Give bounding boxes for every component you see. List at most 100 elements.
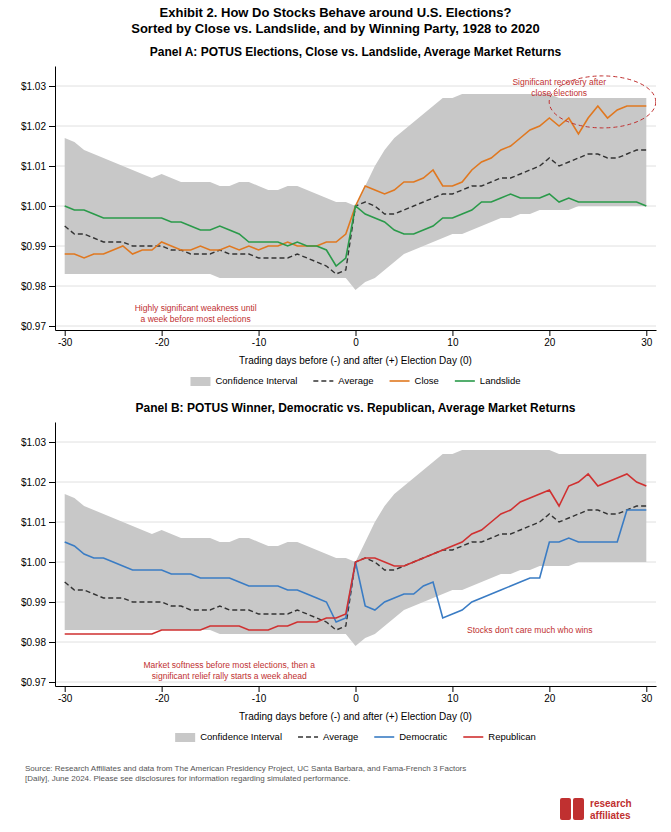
tick-label: $0.99 xyxy=(21,597,46,608)
tick-label: -30 xyxy=(58,337,73,348)
text-line: a week before most elections xyxy=(141,314,251,324)
annotations: Market softness before most elections, t… xyxy=(144,625,593,680)
tick-label: $0.98 xyxy=(21,281,46,292)
tick: $0.97 xyxy=(21,677,55,688)
tick: 0 xyxy=(353,330,359,348)
tick-label: 0 xyxy=(353,693,359,704)
x-axis-label: Trading days before (-) and after (+) El… xyxy=(239,355,472,366)
series-line xyxy=(65,194,647,266)
legend-label: Close xyxy=(415,375,439,386)
tick-mark xyxy=(646,686,647,692)
tick-mark xyxy=(162,686,163,692)
confidence-band xyxy=(65,450,647,646)
axis-line xyxy=(55,423,56,687)
legend-label: Democratic xyxy=(399,731,447,742)
tick: $1.01 xyxy=(21,517,55,528)
tick-mark xyxy=(49,602,55,603)
grid-line xyxy=(55,326,656,327)
tick: -10 xyxy=(252,330,267,348)
tick-label: $1.02 xyxy=(21,477,46,488)
tick: $1.03 xyxy=(21,437,55,448)
legend-swatch xyxy=(374,736,394,738)
tick: $0.97 xyxy=(21,321,55,332)
tick-label: $0.97 xyxy=(21,321,46,332)
tick-label: 30 xyxy=(641,337,653,348)
legend-label: Average xyxy=(338,375,373,386)
legend-item: Landslide xyxy=(455,375,521,386)
text-line: Market softness before most elections, t… xyxy=(144,660,316,670)
tick-label: $0.98 xyxy=(21,637,46,648)
tick: -30 xyxy=(58,330,73,348)
annotation: Market softness before most elections, t… xyxy=(144,660,316,681)
plot-area xyxy=(65,76,656,290)
grid xyxy=(55,442,656,682)
footer: Source: Research Affiliates and data fro… xyxy=(25,764,632,821)
y-axis: $0.97 $0.98 $0.99 $1.00 $1.01 $1.02 $1.03 xyxy=(21,423,56,688)
tick-mark xyxy=(162,330,163,336)
tick: 20 xyxy=(544,686,556,704)
tick-mark xyxy=(49,682,55,683)
tick: $1.02 xyxy=(21,477,55,488)
source-note: Source: Research Affiliates and data fro… xyxy=(25,764,466,783)
tick-mark xyxy=(549,686,550,692)
tick-label: -10 xyxy=(252,337,267,348)
tick-label: $1.00 xyxy=(21,201,46,212)
tick-label: $1.00 xyxy=(21,557,46,568)
tick-label: 20 xyxy=(544,337,556,348)
legend-label: Confidence Interval xyxy=(215,375,297,386)
legend-item: Average xyxy=(298,731,358,742)
legend-label: Average xyxy=(323,731,358,742)
tick-mark xyxy=(49,86,55,87)
tick: 30 xyxy=(641,686,653,704)
tick: -10 xyxy=(252,686,267,704)
tick-mark xyxy=(259,686,260,692)
legend-swatch xyxy=(298,736,318,738)
tick-label: $1.01 xyxy=(21,161,46,172)
tick: $0.98 xyxy=(21,281,55,292)
tick-label: $1.03 xyxy=(21,81,46,92)
y-axis: $0.97 $0.98 $0.99 $1.00 $1.01 $1.02 $1.03 xyxy=(21,67,56,332)
tick-mark xyxy=(356,330,357,336)
tick-mark xyxy=(549,330,550,336)
plot-area xyxy=(65,450,647,646)
legend-label: Landslide xyxy=(480,375,521,386)
tick: -30 xyxy=(58,686,73,704)
tick-mark xyxy=(49,522,55,523)
confidence-band xyxy=(65,94,647,290)
legend-swatch xyxy=(313,380,333,382)
tick: $1.00 xyxy=(21,557,55,568)
grid xyxy=(55,86,656,326)
tick-label: $1.02 xyxy=(21,121,46,132)
legend-swatch xyxy=(175,733,195,742)
text-line: Highly significant weakness until xyxy=(135,303,257,313)
logo-text: research xyxy=(590,798,632,809)
tick-mark xyxy=(49,562,55,563)
series-line xyxy=(65,474,647,634)
x-axis-label: Trading days before (-) and after (+) El… xyxy=(239,711,472,722)
text-line: Stocks don't care much who wins xyxy=(467,625,592,635)
tick-mark xyxy=(49,166,55,167)
annotation: Stocks don't care much who wins xyxy=(467,625,592,635)
series-line xyxy=(65,106,647,258)
tick-mark xyxy=(49,246,55,247)
tick: 10 xyxy=(447,330,459,348)
chart-subtitle: Sorted by Close vs. Landslide, and by Wi… xyxy=(131,21,540,36)
tick-label: $1.03 xyxy=(21,437,46,448)
legend-item: Average xyxy=(313,375,373,386)
chart-svg: Exhibit 2. How Do Stocks Behave around U… xyxy=(0,0,671,832)
legend-item: Close xyxy=(390,375,439,386)
chart-title: Exhibit 2. How Do Stocks Behave around U… xyxy=(160,5,512,20)
legend-label: Confidence Interval xyxy=(200,731,282,742)
panel-title: Panel B: POTUS Winner, Democratic vs. Re… xyxy=(136,401,576,415)
legend-swatch xyxy=(390,380,410,382)
grid-line xyxy=(55,682,656,683)
text-line: Significant recovery after xyxy=(512,77,606,87)
logo-mark xyxy=(573,798,584,820)
tick-label: $0.97 xyxy=(21,677,46,688)
tick-label: $0.99 xyxy=(21,241,46,252)
x-axis: -30-20-100102030 xyxy=(56,686,657,704)
legend-label: Republican xyxy=(488,731,536,742)
tick: $0.98 xyxy=(21,637,55,648)
tick: -20 xyxy=(155,330,170,348)
tick-mark xyxy=(49,642,55,643)
